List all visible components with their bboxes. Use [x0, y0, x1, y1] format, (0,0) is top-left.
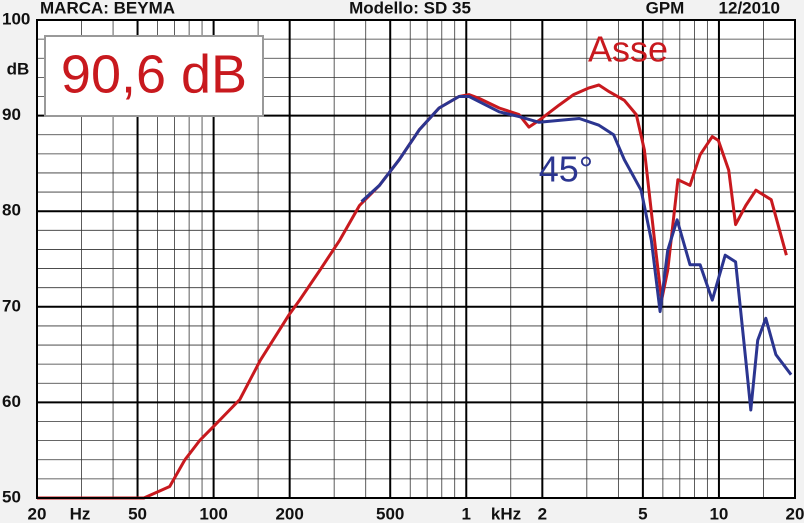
x-unit-high: kHz	[491, 504, 521, 523]
callout: 90,6 dB	[61, 44, 247, 104]
x-unit-low: Hz	[70, 504, 91, 523]
x-tick-label: 50	[128, 504, 147, 523]
x-tick-label: 20	[786, 504, 804, 523]
series-line	[37, 83, 788, 500]
y-tick-label: 90	[2, 105, 21, 124]
x-tick-label: 5	[638, 504, 647, 523]
x-tick-label: 200	[275, 504, 303, 523]
y-tick-label: 70	[2, 296, 21, 315]
callout-box	[44, 35, 264, 117]
x-tick-label: 500	[376, 504, 404, 523]
title-center: Modello: SD 35	[349, 0, 471, 17]
plot-frame	[36, 19, 796, 499]
x-tick-label: 100	[199, 504, 227, 523]
date: 12/2010	[719, 0, 780, 17]
series-label: Asse	[588, 29, 668, 70]
y-axis-label: dB	[7, 59, 30, 78]
curves	[37, 83, 793, 500]
series-line	[360, 95, 793, 412]
y-tick-label: 80	[2, 201, 21, 220]
series-label: 45°	[539, 149, 593, 190]
y-tick-label: 100	[2, 9, 30, 28]
y-tick-label: 50	[2, 487, 21, 506]
y-tick-label: 60	[2, 392, 21, 411]
title-right: GPM	[646, 0, 685, 17]
x-tick-label: 20	[28, 504, 47, 523]
x-tick-label: 1	[462, 504, 471, 523]
grid	[36, 19, 796, 499]
title-left: MARCA: BEYMA	[40, 0, 175, 17]
x-tick-label: 10	[709, 504, 728, 523]
x-tick-label: 2	[538, 504, 547, 523]
